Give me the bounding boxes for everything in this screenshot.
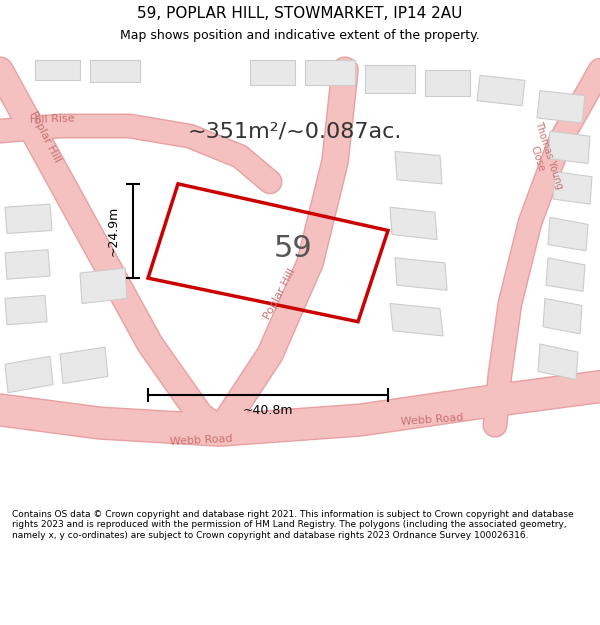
Polygon shape <box>537 91 585 123</box>
Polygon shape <box>395 151 442 184</box>
Polygon shape <box>305 60 355 86</box>
Text: ~351m²/~0.087ac.: ~351m²/~0.087ac. <box>188 121 402 141</box>
Text: Poplar Hill: Poplar Hill <box>262 266 297 321</box>
Text: ~40.8m: ~40.8m <box>243 404 293 418</box>
Polygon shape <box>90 60 140 82</box>
Polygon shape <box>60 347 108 384</box>
Polygon shape <box>425 70 470 96</box>
Text: ~24.9m: ~24.9m <box>107 206 119 256</box>
Text: Poplar Hill: Poplar Hill <box>28 109 62 164</box>
Text: Contains OS data © Crown copyright and database right 2021. This information is : Contains OS data © Crown copyright and d… <box>12 510 574 539</box>
Polygon shape <box>538 344 578 379</box>
Polygon shape <box>5 204 52 234</box>
Polygon shape <box>365 65 415 92</box>
Polygon shape <box>553 172 592 204</box>
Polygon shape <box>395 258 447 290</box>
Text: Hill Rise: Hill Rise <box>30 114 75 125</box>
Polygon shape <box>548 217 588 251</box>
Polygon shape <box>390 207 437 239</box>
Text: Webb Road: Webb Road <box>400 412 463 427</box>
Polygon shape <box>5 250 50 279</box>
Text: 59: 59 <box>274 234 313 263</box>
Polygon shape <box>543 298 582 334</box>
Text: Thomas Young
Close: Thomas Young Close <box>522 120 564 194</box>
Text: Map shows position and indicative extent of the property.: Map shows position and indicative extent… <box>120 29 480 42</box>
Polygon shape <box>5 356 53 392</box>
Polygon shape <box>250 60 295 86</box>
Text: Webb Road: Webb Road <box>170 434 233 447</box>
Polygon shape <box>548 131 590 164</box>
Polygon shape <box>390 304 443 336</box>
Polygon shape <box>477 76 525 106</box>
Text: 59, POPLAR HILL, STOWMARKET, IP14 2AU: 59, POPLAR HILL, STOWMARKET, IP14 2AU <box>137 6 463 21</box>
Polygon shape <box>5 296 47 325</box>
Polygon shape <box>80 268 127 304</box>
Polygon shape <box>546 258 585 291</box>
Polygon shape <box>35 60 80 81</box>
